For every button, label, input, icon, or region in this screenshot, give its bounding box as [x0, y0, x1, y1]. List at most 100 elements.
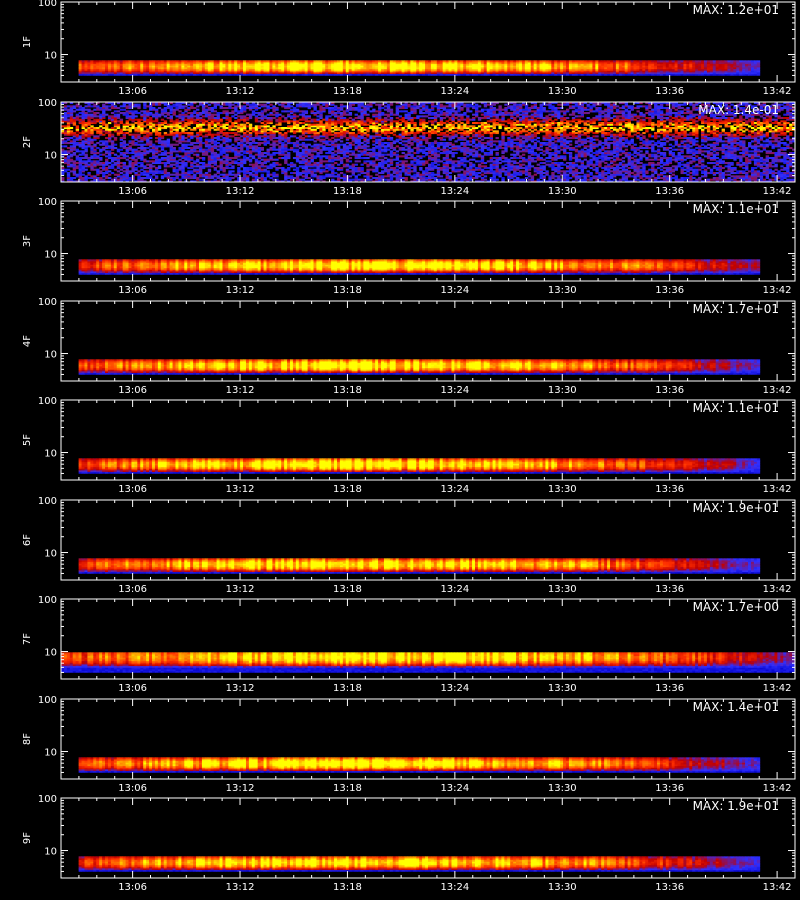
heatmap-cell — [167, 60, 170, 62]
heatmap-cell — [143, 130, 146, 132]
heatmap-cell — [287, 125, 290, 127]
heatmap-cell — [84, 145, 87, 147]
heatmap-cell — [137, 112, 140, 114]
heatmap-cell — [105, 60, 108, 62]
heatmap-cell — [281, 115, 284, 117]
heatmap-cell — [181, 144, 184, 146]
heatmap-cell — [243, 132, 246, 134]
heatmap-cell — [234, 129, 237, 131]
heatmap-cell — [396, 60, 399, 62]
heatmap-cell — [589, 60, 592, 62]
heatmap-cell — [399, 60, 402, 62]
heatmap-cell — [290, 147, 293, 149]
heatmap-cell — [149, 132, 152, 134]
heatmap-cell — [152, 160, 155, 162]
heatmap-cell — [126, 60, 129, 62]
heatmap-cell — [217, 127, 220, 129]
heatmap-cell — [184, 119, 187, 121]
heatmap-cell — [96, 115, 99, 117]
heatmap-cell — [161, 152, 164, 154]
heatmap-cell — [176, 119, 179, 121]
heatmap-cell — [261, 135, 264, 137]
heatmap-cell — [111, 112, 114, 114]
heatmap-cell — [220, 174, 223, 176]
x-tick-label: 13:30 — [548, 86, 577, 97]
heatmap-cell — [158, 150, 161, 152]
heatmap-cell — [278, 114, 281, 116]
heatmap-cell — [246, 107, 249, 109]
heatmap-cell — [322, 169, 325, 171]
heatmap-cell — [249, 167, 252, 169]
heatmap-cell — [108, 165, 111, 167]
heatmap-cell — [431, 60, 434, 62]
heatmap-cell — [214, 124, 217, 126]
heatmap-cell — [234, 105, 237, 107]
heatmap-cell — [281, 157, 284, 159]
heatmap-cell — [730, 60, 733, 62]
heatmap-cell — [164, 140, 167, 142]
heatmap-cell — [299, 179, 302, 181]
heatmap-cell — [672, 60, 675, 62]
heatmap-cell — [587, 60, 590, 62]
heatmap-cell — [311, 154, 314, 156]
heatmap-cell — [99, 170, 102, 172]
heatmap-cell — [660, 60, 663, 62]
heatmap-cell — [231, 132, 234, 134]
panel-2f: 13:06 13:12 13:18 13:24 13:30 13:36 13:4210100… — [22, 98, 795, 197]
heatmap-cell — [114, 162, 117, 164]
heatmap-cell — [319, 105, 322, 107]
heatmap-cell — [190, 147, 193, 149]
heatmap-cell — [261, 60, 264, 62]
heatmap-cell — [137, 60, 140, 62]
heatmap-cell — [87, 164, 90, 166]
heatmap-cell — [334, 60, 337, 62]
heatmap-cell — [117, 110, 120, 112]
heatmap-cell — [519, 60, 522, 62]
heatmap-cell — [126, 147, 129, 149]
heatmap-cell — [196, 154, 199, 156]
heatmap-cell — [173, 174, 176, 176]
heatmap-cell — [252, 137, 255, 139]
heatmap-cell — [269, 117, 272, 119]
heatmap-cell — [337, 60, 340, 62]
heatmap-cell — [108, 177, 111, 179]
heatmap-cell — [311, 169, 314, 171]
heatmap-cell — [90, 105, 93, 107]
heatmap-cell — [648, 60, 651, 62]
heatmap-cell — [272, 105, 275, 107]
heatmap-cell — [164, 132, 167, 134]
heatmap-cell — [584, 60, 587, 62]
heatmap-cell — [143, 135, 146, 137]
heatmap-cell — [161, 127, 164, 129]
heatmap-cell — [663, 60, 666, 62]
heatmap-cell — [240, 60, 243, 62]
heatmap-cell — [199, 137, 202, 139]
heatmap-cell — [261, 159, 264, 161]
heatmap-cell — [378, 60, 381, 62]
heatmap-cell — [261, 152, 264, 154]
heatmap-cell — [628, 60, 631, 62]
heatmap-cell — [316, 152, 319, 154]
y-tick-label: 10 — [44, 51, 57, 62]
heatmap-cell — [181, 105, 184, 107]
heatmap-cell — [264, 60, 267, 62]
heatmap-cell — [578, 60, 581, 62]
heatmap-cell — [249, 104, 252, 106]
heatmap-cell — [164, 107, 167, 109]
heatmap-cell — [102, 130, 105, 132]
heatmap-cell — [222, 107, 225, 109]
heatmap-cell — [293, 149, 296, 151]
heatmap-cell — [231, 129, 234, 131]
heatmap-cell — [70, 137, 73, 139]
heatmap-cell — [117, 124, 120, 126]
heatmap-cell — [498, 60, 501, 62]
heatmap-cell — [325, 152, 328, 154]
heatmap-cell — [70, 164, 73, 166]
heatmap-cell — [246, 130, 249, 132]
heatmap-cell — [170, 60, 173, 62]
heatmap-cell — [202, 135, 205, 137]
heatmap-cell — [258, 160, 261, 162]
heatmap-cell — [308, 139, 311, 141]
heatmap-cell — [308, 115, 311, 117]
